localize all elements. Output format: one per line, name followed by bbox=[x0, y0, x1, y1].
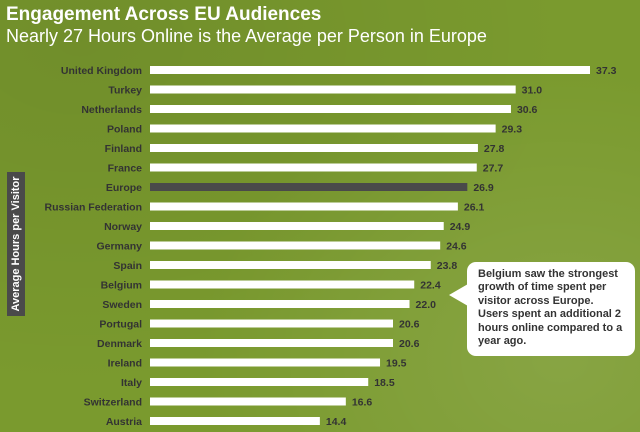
bar bbox=[150, 280, 415, 289]
bar-highlight bbox=[150, 183, 468, 191]
y-axis-label-box bbox=[7, 172, 25, 316]
chart-subtitle: Nearly 27 Hours Online is the Average pe… bbox=[6, 26, 487, 46]
bar bbox=[150, 261, 431, 269]
bar bbox=[150, 241, 441, 250]
value-label: 24.9 bbox=[450, 221, 471, 233]
bar bbox=[150, 66, 590, 74]
category-label: Europe bbox=[106, 182, 142, 194]
category-label: Denmark bbox=[97, 338, 142, 350]
bar bbox=[150, 124, 496, 133]
category-label: Ireland bbox=[108, 358, 142, 370]
value-label: 22.0 bbox=[416, 299, 437, 311]
value-label: 20.6 bbox=[399, 338, 420, 350]
category-label: Switzerland bbox=[84, 397, 142, 409]
bar bbox=[150, 397, 346, 406]
callout-box: Belgium saw the strongest growth of time… bbox=[467, 262, 635, 356]
bar bbox=[150, 202, 458, 211]
category-label: Finland bbox=[105, 143, 142, 155]
bar bbox=[150, 417, 320, 425]
value-label: 30.6 bbox=[517, 104, 538, 116]
value-label: 27.8 bbox=[484, 143, 505, 155]
bar bbox=[150, 85, 516, 94]
bar bbox=[150, 105, 511, 113]
bar bbox=[150, 163, 477, 172]
value-label: 22.4 bbox=[420, 280, 441, 292]
category-label: Russian Federation bbox=[45, 202, 142, 214]
value-label: 16.6 bbox=[352, 397, 373, 409]
callout-pointer bbox=[449, 284, 468, 306]
value-label: 31.0 bbox=[522, 85, 543, 97]
category-label: Netherlands bbox=[81, 104, 142, 116]
bar bbox=[150, 222, 444, 230]
category-label: United Kingdom bbox=[61, 65, 142, 77]
category-label: Spain bbox=[113, 260, 142, 272]
bar bbox=[150, 358, 381, 367]
value-label: 37.3 bbox=[596, 65, 617, 77]
value-label: 24.6 bbox=[446, 241, 467, 253]
value-label: 18.5 bbox=[374, 377, 395, 389]
value-label: 19.5 bbox=[386, 358, 407, 370]
chart-title: Engagement Across EU Audiences bbox=[6, 4, 322, 25]
value-label: 26.1 bbox=[464, 202, 485, 214]
value-label: 23.8 bbox=[437, 260, 458, 272]
value-label: 26.9 bbox=[473, 182, 494, 194]
category-label: Poland bbox=[107, 124, 142, 136]
bar bbox=[150, 300, 410, 308]
category-label: Sweden bbox=[102, 299, 142, 311]
category-label: Turkey bbox=[108, 85, 142, 97]
bar bbox=[150, 144, 478, 152]
category-label: France bbox=[108, 163, 143, 175]
category-label: Portugal bbox=[99, 319, 142, 331]
category-label: Belgium bbox=[101, 280, 142, 292]
bar bbox=[150, 378, 369, 386]
category-label: Austria bbox=[106, 416, 142, 428]
category-label: Norway bbox=[104, 221, 142, 233]
value-label: 27.7 bbox=[483, 163, 504, 175]
value-label: 29.3 bbox=[502, 124, 523, 136]
category-label: Germany bbox=[96, 241, 142, 253]
bar bbox=[150, 339, 394, 347]
bar bbox=[150, 319, 394, 328]
category-label: Italy bbox=[121, 377, 142, 389]
value-label: 14.4 bbox=[326, 416, 347, 428]
value-label: 20.6 bbox=[399, 319, 420, 331]
